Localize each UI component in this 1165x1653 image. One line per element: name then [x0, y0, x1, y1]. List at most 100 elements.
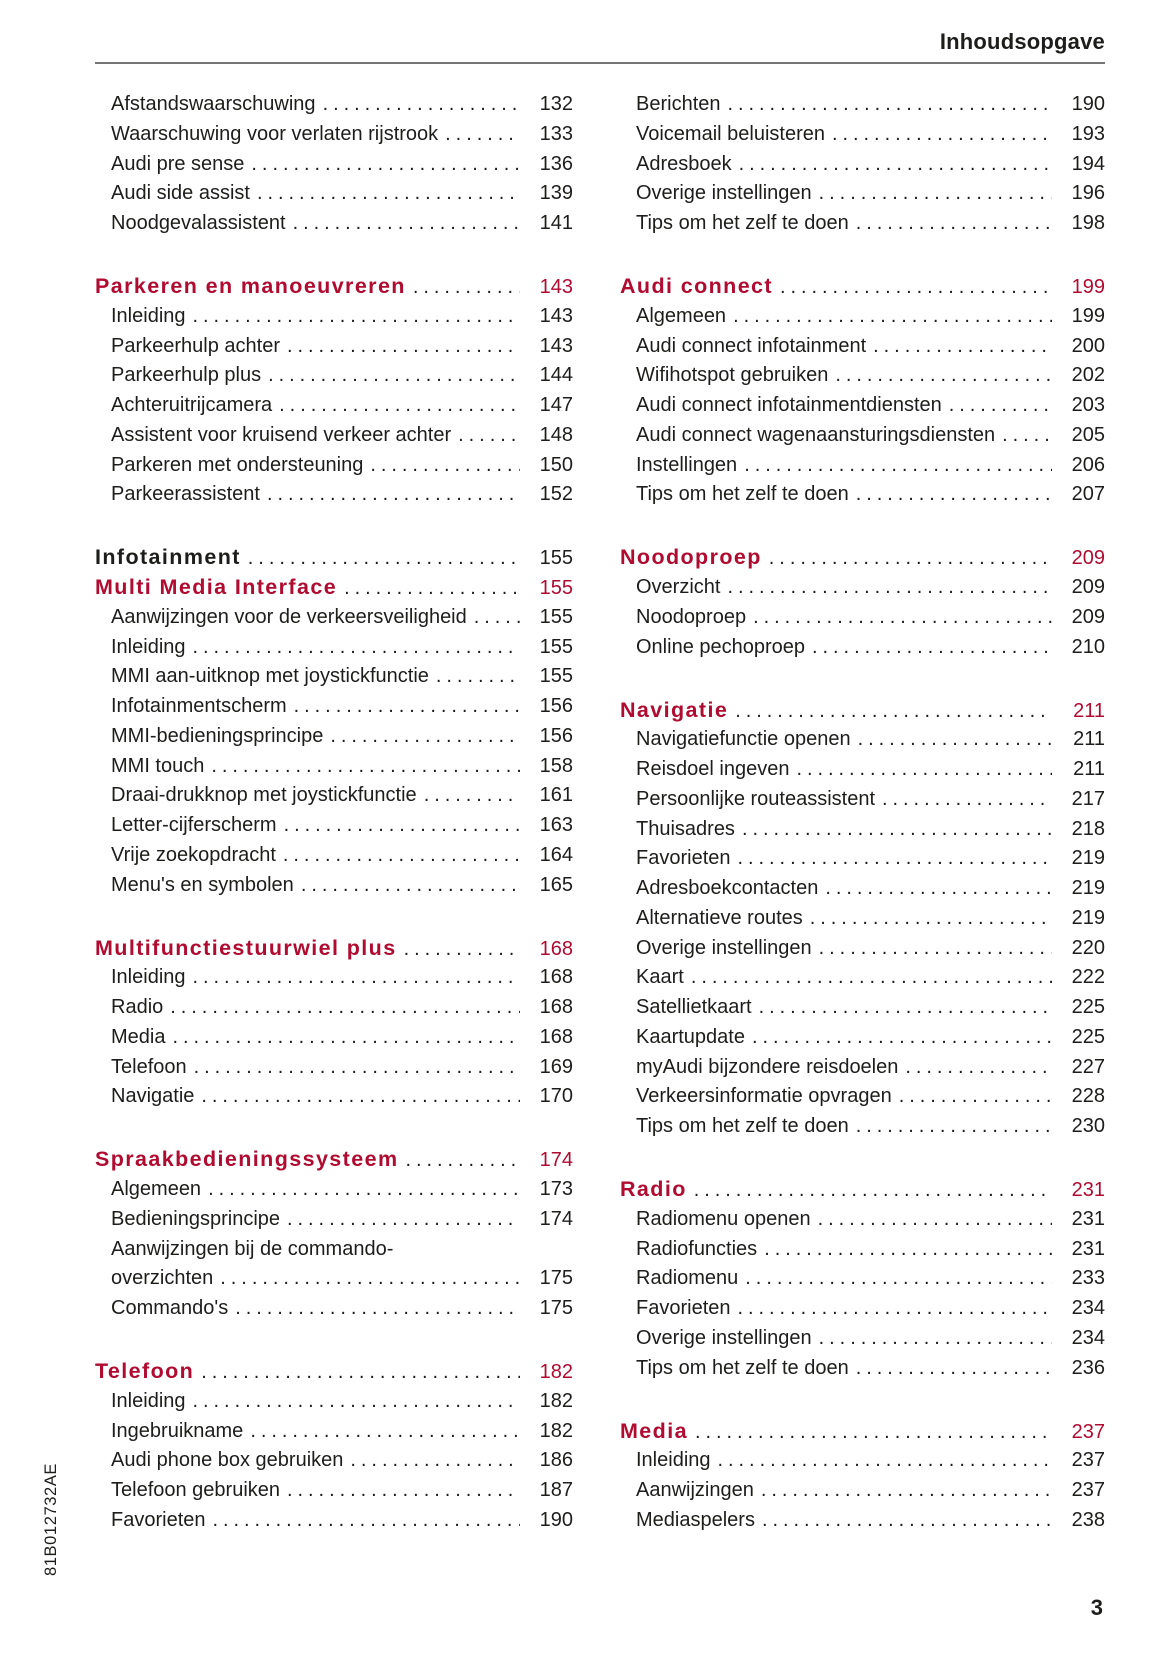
dot-leader: . . . . . . . . . . . . . . . . . . . . …: [855, 1356, 1052, 1379]
toc-entry-page-number: 155: [539, 577, 573, 599]
toc-entry-page-number: 165: [539, 873, 573, 896]
toc-entry-label: MMI-bedieningsprincipe: [111, 724, 324, 747]
toc-columns: Afstandswaarschuwing . . . . . . . . . . …: [95, 90, 1105, 1536]
toc-entry-page-number: 199: [1071, 304, 1105, 327]
toc-entry-page-number: 132: [539, 93, 573, 115]
toc-entry-page-number: 200: [1071, 334, 1105, 357]
toc-entry-label: Infotainmentscherm: [111, 695, 287, 717]
toc-entry-page-number: 182: [539, 1361, 573, 1383]
toc-entry-row: Bedieningsprincipe . . . . . . . . . . . …: [95, 1205, 573, 1235]
toc-entry-label: overzichten: [111, 1267, 214, 1290]
toc-entry-label: Ingebruikname: [111, 1419, 244, 1442]
toc-entry-row: Overige instellingen . . . . . . . . . . …: [620, 179, 1105, 209]
dot-leader: . . . . . . . . . . . . . . . . . . . . …: [211, 754, 520, 777]
toc-entry-page-number: 211: [1073, 758, 1105, 780]
toc-entry-row: Overige instellingen . . . . . . . . . . …: [620, 1324, 1105, 1354]
toc-entry-label: Media: [111, 1025, 166, 1048]
dot-leader: . . . . . . . . . . . . . . . . . . . . …: [283, 814, 520, 836]
toc-group: Multifunctiestuurwiel plus . . . . . . . …: [95, 934, 573, 1113]
toc-entry-row: Draai-drukknop met joystickfunctie . . . …: [95, 781, 573, 811]
toc-entry-label: Verkeersinformatie opvragen: [636, 1085, 892, 1108]
toc-heading-row: Radio . . . . . . . . . . . . . . . . . .…: [620, 1175, 1105, 1205]
toc-entry-row: Navigatie . . . . . . . . . . . . . . . .…: [95, 1082, 573, 1112]
toc-entry-page-number: 219: [1071, 847, 1105, 870]
toc-entry-label: Mediaspelers: [636, 1508, 755, 1531]
toc-entry-row: Navigatiefunctie openen . . . . . . . . .…: [620, 725, 1105, 755]
toc-entry-label: Favorieten: [111, 1508, 206, 1531]
dot-leader: . . . . . . . . . . . . . . . . . . . . …: [948, 394, 1052, 416]
dot-leader: . . . . . . . . . . . . . . . . . . . . …: [192, 966, 520, 989]
dot-leader: . . . . . . . . . . . . . . . . . . . . …: [212, 1508, 521, 1531]
toc-heading-row: Telefoon . . . . . . . . . . . . . . . . …: [95, 1357, 573, 1387]
toc-entry-label: MMI touch: [111, 754, 205, 777]
toc-entry-label: Noodoproep: [620, 545, 762, 570]
toc-entry-row: Parkeerassistent . . . . . . . . . . . . …: [95, 480, 573, 510]
toc-entry-row: Berichten . . . . . . . . . . . . . . . .…: [620, 90, 1105, 120]
toc-entry-page-number: 144: [539, 364, 573, 387]
toc-entry-page-number: 203: [1071, 394, 1105, 416]
toc-entry-row: Adresboek . . . . . . . . . . . . . . . .…: [620, 150, 1105, 180]
toc-entry-page-number: 237: [1071, 1449, 1105, 1472]
toc-entry-row: overzichten . . . . . . . . . . . . . . .…: [95, 1264, 573, 1294]
toc-entry-row: Vrije zoekopdracht . . . . . . . . . . . …: [95, 841, 573, 871]
toc-group: Spraakbedieningssysteem . . . . . . . . .…: [95, 1145, 573, 1324]
toc-entry-row: Letter-cijferscherm . . . . . . . . . . .…: [95, 811, 573, 841]
toc-entry-label: Berichten: [636, 93, 721, 115]
toc-entry-row: Verkeersinformatie opvragen . . . . . . .…: [620, 1082, 1105, 1112]
toc-entry-page-number: 209: [1071, 576, 1105, 598]
toc-entry-row: Algemeen . . . . . . . . . . . . . . . . …: [95, 1175, 573, 1205]
toc-entry-page-number: 170: [539, 1085, 573, 1108]
toc-entry-row: Parkeerhulp achter . . . . . . . . . . . …: [95, 332, 573, 362]
toc-entry-label: Inleiding: [111, 1389, 186, 1412]
toc-entry-row: Satellietkaart . . . . . . . . . . . . . …: [620, 993, 1105, 1023]
toc-entry-page-number: 231: [1071, 1207, 1105, 1230]
toc-entry-page-number: 155: [539, 547, 573, 570]
toc-entry-label: Audi pre sense: [111, 152, 245, 175]
toc-entry-label: Draai-drukknop met joystickfunctie: [111, 784, 417, 807]
toc-entry-row: Mediaspelers . . . . . . . . . . . . . . …: [620, 1506, 1105, 1536]
dot-leader: . . . . . . . . . . . . . . . . . . . . …: [779, 276, 1052, 298]
dot-leader: . . . . . . . . . . . . . . . . . . . . …: [796, 758, 1052, 780]
dot-leader: . . . . . . . . . . . . . . . . . . . . …: [287, 1207, 520, 1230]
toc-entry-row: Online pechoproep . . . . . . . . . . . .…: [620, 633, 1105, 663]
toc-entry-page-number: 143: [539, 276, 573, 298]
toc-entry-label: Multifunctiestuurwiel plus: [95, 935, 397, 960]
toc-entry-page-number: 169: [539, 1055, 573, 1078]
toc-entry-row: Radiomenu openen . . . . . . . . . . . . …: [620, 1205, 1105, 1235]
page-number: 3: [1090, 1595, 1103, 1620]
toc-entry-label: Overige instellingen: [636, 936, 812, 959]
dot-leader: . . . . . . . . . . . . . . . . . . . . …: [882, 787, 1052, 810]
dot-leader: . . . . . . . . . . . . . . . . . . . . …: [818, 1326, 1052, 1349]
dot-leader: . . . . . . . . . . . . . . . . . . . . …: [873, 334, 1052, 357]
toc-entry-page-number: 225: [1071, 996, 1105, 1018]
toc-entry-label: Inleiding: [111, 304, 186, 327]
dot-leader: . . . . . . . . . . . . . . . . . . . . …: [293, 695, 520, 717]
toc-entry-page-number: 143: [539, 304, 573, 327]
dot-leader: . . . . . . . . . . . . . . . . . . . . …: [758, 996, 1052, 1018]
toc-entry-page-number: 220: [1071, 936, 1105, 959]
dot-leader: . . . . . . . . . . . . . . . . . . . . …: [825, 877, 1052, 899]
toc-entry-label: Inleiding: [111, 966, 186, 989]
dot-leader: . . . . . . . . . . . . . . . . . . . . …: [473, 605, 520, 628]
toc-entry-label: Favorieten: [636, 1297, 731, 1319]
toc-entry-label: Achteruitrijcamera: [111, 394, 273, 416]
dot-leader: . . . . . . . . . . . . . . . . . . . . …: [761, 1508, 1052, 1531]
toc-entry-label: Audi connect: [620, 274, 773, 298]
dot-leader: . . . . . . . . . . . . . . . . . . . . …: [286, 334, 520, 357]
toc-entry-row: Waarschuwing voor verlaten rijstrook . . …: [95, 120, 573, 150]
toc-entry-page-number: 194: [1071, 152, 1105, 175]
dot-leader: . . . . . . . . . . . . . . . . . . . . …: [350, 1449, 520, 1472]
toc-entry-page-number: 148: [539, 423, 573, 446]
toc-entry-label: Telefoon: [111, 1055, 187, 1078]
toc-entry-label: Audi side assist: [111, 182, 250, 205]
toc-entry-row: Wifihotspot gebruiken . . . . . . . . . .…: [620, 361, 1105, 391]
dot-leader: . . . . . . . . . . . . . . . . . . . . …: [818, 936, 1052, 959]
dot-leader: . . . . . . . . . . . . . . . . . . . . …: [344, 577, 520, 599]
toc-entry-page-number: 237: [1071, 1420, 1105, 1443]
toc-entry-label: Thuisadres: [636, 817, 735, 840]
toc-entry-label: Waarschuwing voor verlaten rijstrook: [111, 122, 439, 145]
dot-leader: . . . . . . . . . . . . . . . . . . . . …: [370, 453, 520, 476]
dot-leader: . . . . . . . . . . . . . . . . . . . . …: [898, 1085, 1052, 1108]
toc-entry-label: Alternatieve routes: [636, 906, 803, 929]
